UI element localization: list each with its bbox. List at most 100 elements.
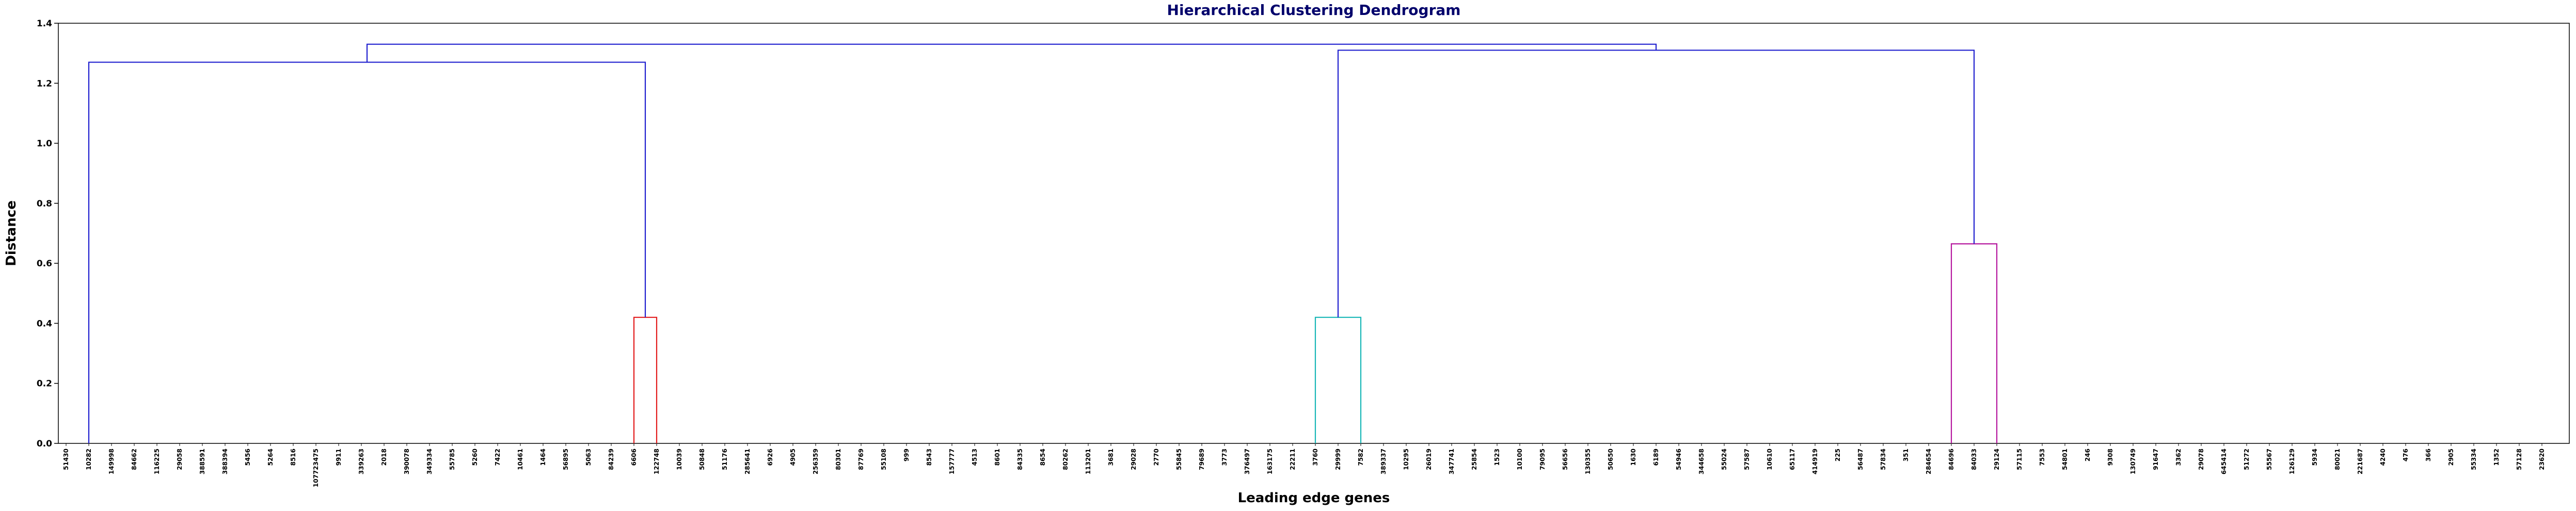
leaf-label: 10610 — [1766, 449, 1773, 470]
leaf-label: 23620 — [2538, 449, 2546, 470]
leaf-label: 54946 — [1675, 449, 1682, 470]
leaf-label: 29028 — [1130, 449, 1137, 470]
leaf-label: 347741 — [1448, 449, 1455, 474]
leaf-label: 157777 — [948, 449, 956, 474]
leaf-label: 130355 — [1584, 449, 1592, 474]
leaf-label: 55567 — [2266, 449, 2273, 470]
dendrogram-link-right-branch-merge — [1337, 50, 1975, 317]
leaf-label: 113201 — [1085, 449, 1092, 474]
leaf-label: 57587 — [1743, 449, 1751, 470]
leaf-label: 29999 — [1334, 449, 1342, 470]
leaf-label: 10295 — [1403, 449, 1410, 470]
dendrogram-link-root-merge — [366, 43, 1657, 62]
leaf-label: 8516 — [290, 449, 297, 466]
leaf-label: 51430 — [62, 449, 70, 470]
leaf-label: 3760 — [1312, 449, 1319, 466]
leaf-label: 57128 — [2516, 449, 2523, 470]
leaf-label: 476 — [2402, 449, 2409, 461]
leaf-label: 55024 — [1721, 449, 1728, 470]
leaf-label: 8654 — [1039, 449, 1046, 466]
leaf-label: 84662 — [131, 449, 138, 470]
y-tick-label: 0.8 — [37, 199, 52, 209]
leaf-label: 79689 — [1198, 449, 1205, 470]
leaf-label: 9308 — [2107, 449, 2114, 466]
leaf-label: 366 — [2425, 449, 2432, 461]
leaf-label: 9911 — [335, 449, 342, 466]
leaf-label: 1630 — [1630, 449, 1637, 466]
leaf-label: 645414 — [2220, 449, 2228, 474]
leaf-label: 4905 — [789, 449, 797, 466]
leaf-label: 7582 — [1357, 449, 1364, 466]
y-axis: 0.0 0.2 0.4 0.6 0.8 1.0 1.2 1.4 — [37, 19, 58, 449]
dendrogram-links — [88, 43, 1998, 443]
y-tick-label: 1.0 — [37, 139, 52, 149]
leaf-label: 10461 — [517, 449, 524, 470]
y-tick-label: 0.4 — [37, 318, 52, 329]
leaf-label: 50650 — [1607, 449, 1614, 470]
leaf-label: 349334 — [426, 449, 433, 474]
leaf-label: 5260 — [471, 449, 479, 466]
leaf-label: 3681 — [1107, 449, 1115, 466]
dendrogram-link-red-cluster — [633, 316, 658, 443]
leaf-label: 10282 — [85, 449, 92, 470]
leaf-label: 6926 — [767, 449, 774, 466]
leaf-label: 55785 — [449, 449, 456, 470]
leaf-label: 163175 — [1266, 449, 1274, 474]
leaf-label: 1352 — [2493, 449, 2500, 466]
leaf-label: 149998 — [108, 449, 115, 474]
leaf-label: 344658 — [1698, 449, 1705, 474]
leaf-label: 56656 — [1562, 449, 1569, 470]
leaf-label: 3362 — [2175, 449, 2182, 466]
leaf-label: 388394 — [221, 449, 229, 474]
leaf-label: 285641 — [744, 449, 751, 474]
leaf-label: 999 — [903, 449, 910, 461]
y-tick-label: 1.4 — [37, 19, 52, 29]
leaf-label: 2770 — [1153, 449, 1160, 466]
leaf-label: 91647 — [2152, 449, 2159, 470]
leaf-label: 5264 — [267, 449, 274, 466]
leaf-label: 4240 — [2379, 449, 2387, 466]
dendrogram-link-cyan-cluster — [1314, 316, 1362, 443]
leaf-label: 29058 — [176, 449, 183, 470]
y-tick-label: 1.2 — [37, 78, 52, 89]
leaf-label: 6606 — [630, 449, 638, 466]
leaf-label: 225 — [1834, 449, 1841, 461]
leaf-label: 5063 — [585, 449, 592, 466]
leaf-label: 376497 — [1244, 449, 1251, 474]
leaf-label: 126129 — [2288, 449, 2296, 474]
leaf-label: 6189 — [1652, 449, 1660, 466]
leaf-label: 57834 — [1880, 449, 1887, 470]
dendrogram-link-left-branch-merge — [88, 61, 646, 443]
leaf-label: 54801 — [2061, 449, 2069, 470]
leaf-label: 22211 — [1289, 449, 1296, 470]
leaf-label: 50848 — [698, 449, 706, 470]
leaf-label: 80021 — [2334, 449, 2341, 470]
leaf-label: 29124 — [1993, 449, 2000, 470]
leaf-label: 55108 — [880, 449, 887, 470]
y-tick-label: 0.2 — [37, 379, 52, 389]
leaf-label: 87769 — [857, 449, 865, 470]
leaf-label: 56895 — [562, 449, 569, 470]
leaf-label: 56487 — [1857, 449, 1864, 470]
leaf-label: 51272 — [2243, 449, 2250, 470]
leaf-label: 116225 — [153, 449, 161, 474]
leaf-label: 80262 — [1062, 449, 1069, 470]
y-axis-label: Distance — [4, 200, 19, 266]
leaf-label: 79095 — [1539, 449, 1546, 470]
leaf-label: 10100 — [1516, 449, 1523, 470]
leaf-label: 80301 — [835, 449, 842, 470]
leaf-label: 7422 — [494, 449, 501, 466]
leaf-label: 246 — [2084, 449, 2091, 461]
leaf-label: 84033 — [1970, 449, 1978, 470]
leaf-label: 8543 — [926, 449, 933, 466]
y-tick-label: 0.6 — [37, 259, 52, 269]
leaf-label: 10039 — [676, 449, 683, 470]
x-axis-label: Leading edge genes — [1238, 490, 1390, 506]
leaf-label: 55334 — [2470, 449, 2477, 470]
leaf-label: 5934 — [2311, 449, 2318, 466]
leaf-label: 5456 — [244, 449, 251, 466]
leaf-label: 256359 — [812, 449, 819, 474]
leaf-label: 84696 — [1948, 449, 1955, 470]
chart-title: Hierarchical Clustering Dendrogram — [1167, 2, 1461, 19]
dendrogram-link-magenta-cluster — [1950, 243, 1998, 443]
